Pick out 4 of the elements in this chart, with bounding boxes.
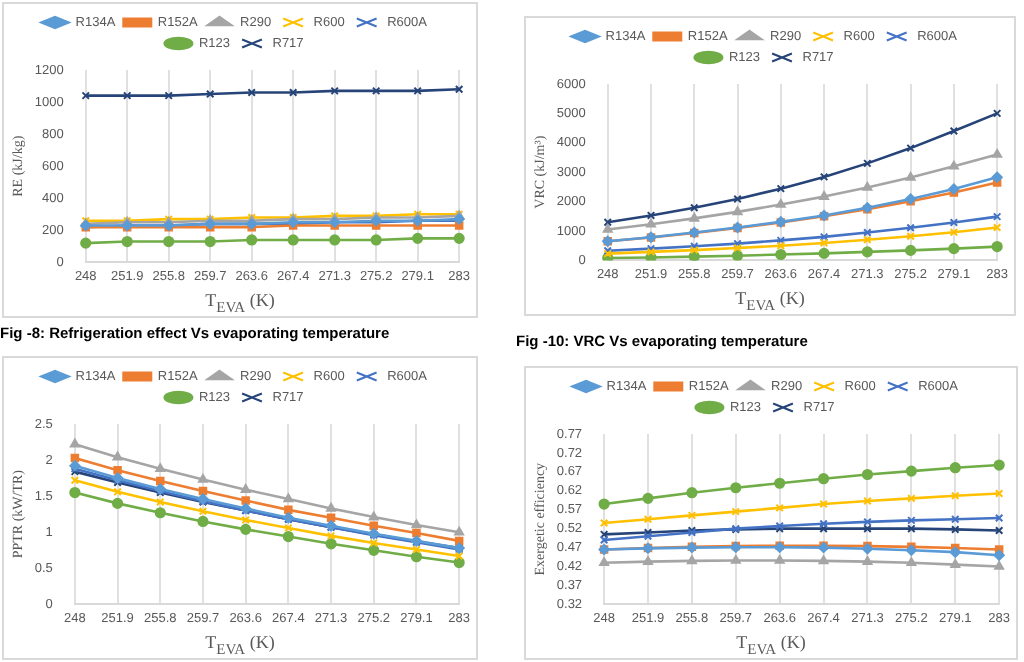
x-axis-title: T$_{EVA}$ (K) [734,632,808,660]
x-axis-title: T$_{EVA}$ (K) [203,290,277,318]
x-axis-title: T$_{EVA}$ (K) [733,288,807,316]
x-axis-title: T$_{EVA}$ (K) [203,632,277,660]
